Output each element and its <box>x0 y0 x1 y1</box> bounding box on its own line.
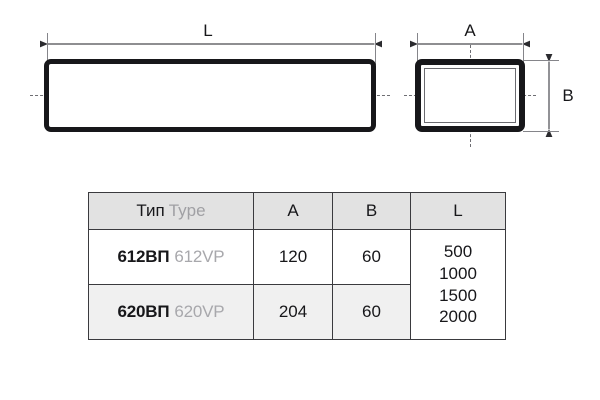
column-header-type-ru: Тип <box>136 201 165 220</box>
cell-a-620: 204 <box>253 284 333 340</box>
l-value: 1000 <box>439 263 477 283</box>
cell-type-620: 620ВП 620VP <box>88 284 254 340</box>
l-value: 500 <box>443 242 473 261</box>
dimension-label-L: L <box>203 21 213 40</box>
column-header-a: A <box>253 192 333 230</box>
l-value: 1500 <box>439 285 477 305</box>
table-row: 612ВП 612VP 120 60 500 1000 1500 2000 <box>88 229 506 340</box>
table-row: 620ВП 620VP 204 60 <box>88 284 506 340</box>
extension-line-B-bottom <box>523 131 559 132</box>
extension-line-B-top <box>523 60 559 61</box>
dimension-lines-svg <box>40 40 553 137</box>
type-code-ru: 612ВП <box>117 247 170 266</box>
type-code-en: 620VP <box>174 302 225 321</box>
column-header-type: Тип Type <box>88 192 254 230</box>
extension-line-A-left <box>417 33 418 65</box>
column-header-b: B <box>332 192 411 230</box>
cell-b-620: 60 <box>332 284 411 340</box>
duct-side-view-outline <box>44 59 376 132</box>
extension-line-L-left <box>47 33 48 65</box>
extension-line-L-right <box>375 33 376 65</box>
cell-b-612: 60 <box>332 229 411 285</box>
cell-a-612: 120 <box>253 229 333 285</box>
dimension-label-A: A <box>464 21 476 40</box>
specification-table: Тип Type A B L 612ВП 612VP 120 60 500 1000… <box>88 192 506 340</box>
l-value: 2000 <box>439 307 477 327</box>
drawings-region: L A B <box>0 0 600 170</box>
cell-l-values: 500 1000 1500 2000 <box>410 229 506 340</box>
type-code-en: 612VP <box>174 247 225 266</box>
duct-cross-section-outline <box>415 59 525 132</box>
extension-line-A-right <box>523 33 524 65</box>
table-header-row: Тип Type A B L <box>88 192 506 230</box>
column-header-l: L <box>410 192 506 230</box>
dimension-label-B: B <box>562 86 574 105</box>
cell-type-612: 612ВП 612VP <box>88 229 254 285</box>
duct-cross-section-inner-wall <box>424 68 516 123</box>
type-code-ru: 620ВП <box>117 302 170 321</box>
column-header-type-en: Type <box>168 201 206 220</box>
